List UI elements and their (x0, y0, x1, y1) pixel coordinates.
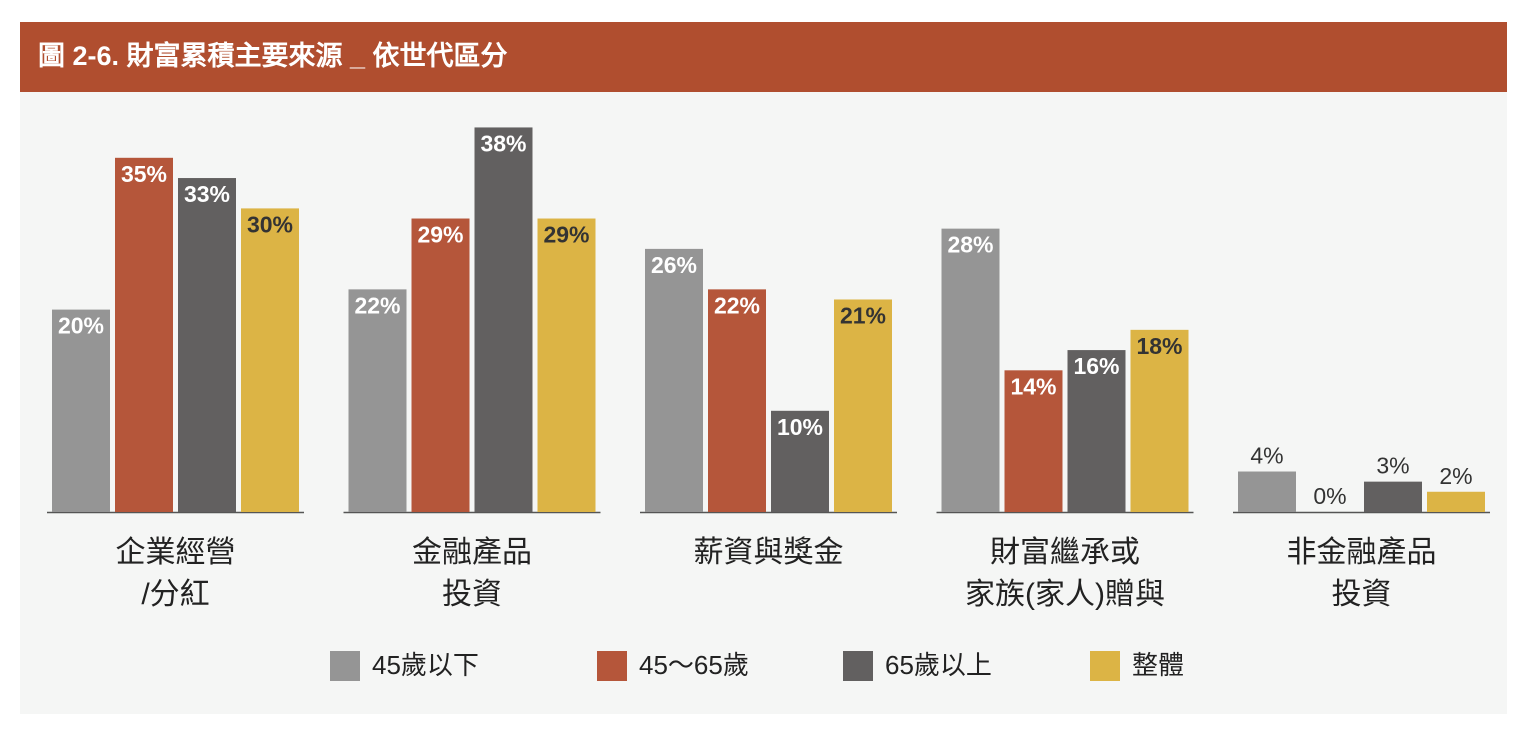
title-bar (20, 22, 1507, 92)
bar (1364, 481, 1422, 512)
x-tick-label: 財富繼承或 家族(家人)贈與 (965, 536, 1165, 611)
bar (52, 309, 110, 512)
data-label: 2% (1439, 463, 1472, 489)
bar (708, 289, 766, 512)
legend-swatch (597, 651, 627, 681)
bar (178, 178, 236, 513)
bar (941, 228, 1000, 512)
data-label: 0% (1313, 483, 1346, 509)
bar (834, 299, 892, 512)
bar (241, 208, 299, 512)
data-label: 33% (184, 181, 230, 207)
x-tick-label: 企業經營 /分紅 (115, 536, 236, 611)
legend-label: 45歲以下 (372, 650, 479, 680)
legend-label: 65歲以上 (885, 650, 992, 680)
data-label: 22% (714, 292, 760, 318)
data-label: 21% (840, 303, 886, 329)
data-label: 38% (480, 131, 526, 157)
bar (1004, 370, 1063, 512)
legend-swatch (1090, 651, 1120, 681)
data-label: 10% (777, 414, 823, 440)
data-label: 30% (247, 211, 293, 237)
x-tick-label: 薪資與獎金 (693, 536, 844, 569)
legend-label: 45～65歲 (639, 650, 749, 680)
data-label: 35% (121, 161, 167, 187)
data-label: 4% (1250, 443, 1283, 469)
legend-swatch (330, 651, 360, 681)
legend-label: 整體 (1132, 650, 1184, 680)
x-tick-label: 非金融產品 投資 (1286, 536, 1437, 611)
data-label: 22% (354, 292, 400, 318)
bar (1238, 471, 1296, 512)
data-label: 29% (417, 222, 463, 248)
data-label: 29% (543, 222, 589, 248)
bar (474, 127, 533, 512)
x-tick-label: 金融產品 投資 (412, 536, 532, 611)
bar (537, 218, 596, 512)
chart-title: 圖 2-6. 財富累積主要來源 _ 依世代區分 (38, 40, 508, 71)
bar (115, 157, 173, 513)
bar (1130, 329, 1189, 512)
data-label: 18% (1136, 333, 1182, 359)
bar (1067, 350, 1126, 512)
bar (1427, 491, 1485, 512)
bar (348, 289, 407, 512)
data-label: 3% (1376, 453, 1409, 479)
bar (411, 218, 470, 512)
bar (645, 248, 703, 512)
bar (771, 410, 829, 512)
data-label: 26% (651, 252, 697, 278)
data-label: 16% (1073, 353, 1119, 379)
data-label: 20% (58, 313, 104, 339)
legend-swatch (843, 651, 873, 681)
data-label: 28% (947, 232, 993, 258)
data-label: 14% (1010, 373, 1056, 399)
